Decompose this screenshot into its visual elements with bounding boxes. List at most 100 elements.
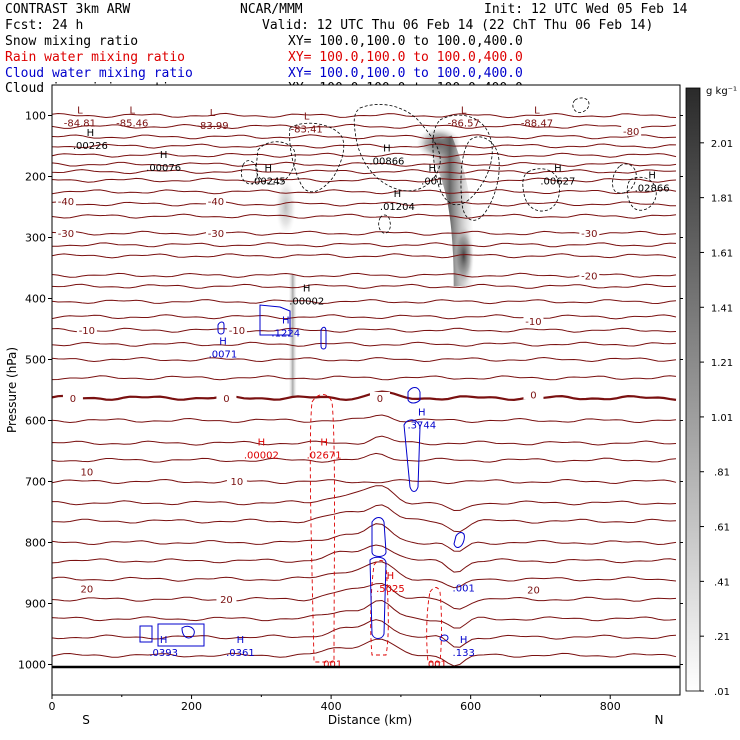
colorbar-tick-label: .61 [714,523,730,534]
isotherm-label-bg [216,391,237,403]
isotherm-label-bg [76,324,97,336]
isotherm-line [52,327,677,333]
colorbar-ramp [685,87,701,692]
rain-max-value: .001 [320,660,342,671]
min-temp-value: -85.46 [116,118,148,129]
valid-time: Valid: 12 UTC Thu 06 Feb 14 (22 ChT Thu … [262,18,653,33]
field-xy-cloud-water: XY= 100.0,100.0 to 100.0,400.0 [288,66,523,81]
isotherm-line [52,253,677,259]
cw-contour [407,387,421,404]
plot-background [52,85,680,695]
cloud-ice-max-marker: H [554,163,562,174]
x-axis-ticks: 0 200 400 600 800 [49,695,621,713]
isotherm-label: 10 [81,468,94,479]
isotherm-label-bg [579,227,600,239]
x-tick-label: 800 [600,700,621,713]
ice-contour [353,104,441,192]
cloud-water-max-value: .3744 [408,420,437,431]
rain-max-marker: H [258,437,266,448]
north-label: N [655,713,664,727]
isotherm-line [52,201,677,207]
isotherm-label-bg [523,583,544,595]
min-temp-value: -83.41 [291,125,323,136]
isotherm-label: -10 [525,317,541,328]
isotherm-label-bg [226,324,247,336]
isotherm-label-bg [523,315,544,327]
colorbar-tick-label: 1.81 [711,194,733,205]
x-tick-label: 0 [49,700,56,713]
isotherm-line [52,390,677,402]
cloud-ice-max-value: .00076 [146,163,181,174]
isotherm-line [52,283,677,289]
isotherm-label-bg [55,227,76,239]
cloud-water-contours [139,304,465,647]
colorbar-tick-label: .41 [714,577,730,588]
y-tick-label: 600 [25,415,46,428]
min-temp-marker: L [210,108,216,119]
isotherm-line [52,143,677,149]
isotherm-label-bg [369,391,390,403]
rain-contour [426,587,442,663]
forecast-hour: Fcst: 24 h [5,18,83,33]
isotherm-label: -40 [208,197,224,208]
isotherm-line [52,134,677,140]
x-tick-label: 200 [181,700,202,713]
isotherm-label: -20 [581,271,597,282]
x-axis-label: Distance (km) [328,713,412,727]
isotherm-label: 20 [81,584,94,595]
colorbar-tick-label: 1.21 [711,358,733,369]
field-label-rain: Rain water mixing ratio [5,50,185,65]
cloud-water-max-marker: H [160,635,168,646]
cloud-ice-max-marker: H [160,150,168,161]
isotherm-line [52,299,677,305]
isotherm-line [52,619,677,648]
org-title: NCAR/MMM [240,2,303,17]
min-temp-marker: L [534,105,540,116]
isotherm-line [52,189,677,195]
field-xy-snow: XY= 100.0,100.0 to 100.0,400.0 [288,34,523,49]
header: CONTRAST 3km ARW NCAR/MMM Init: 12 UTC W… [5,2,688,96]
min-temp-value: -88.47 [521,118,553,129]
isotherm-line [52,485,677,512]
rain-contour [370,560,389,656]
y-tick-label: 400 [25,293,46,306]
isotherm-line [52,414,677,424]
y-tick-label: 500 [25,354,46,367]
cw-contour [217,321,225,335]
y-tick-label: 100 [25,110,46,123]
isotherm-line [52,242,677,248]
isotherm-line [52,272,677,278]
y-tick-label: 200 [25,171,46,184]
colorbar-ticks: .01 .21 .41 .61 .81 1.01 1.21 1.41 1.61 1.81 2.01 [700,139,733,698]
isotherm-line [52,177,677,183]
isotherm-line [52,504,677,533]
isotherm-line [52,123,677,130]
isotherm-line [52,582,677,610]
field-xy-rain: XY= 100.0,100.0 to 100.0,400.0 [288,50,523,65]
rain-max-marker: H [320,437,328,448]
rain-max-marker: H [387,571,395,582]
isotherm-line [52,478,677,485]
isotherm-label: -30 [58,229,74,240]
x-tick-label: 600 [460,700,481,713]
x-tick-label: 400 [321,700,342,713]
cw-contour [139,625,153,643]
snow-shading-thin-column [288,274,297,397]
field-label-cloud-water: Cloud water mixing ratio [5,66,193,81]
isotherm-line [52,169,677,175]
rain-max-value: .001 [425,660,447,671]
model-title: CONTRAST 3km ARW [5,2,130,17]
ice-contour [378,214,391,234]
isotherm-line [52,561,677,589]
cw-contour [181,625,195,639]
min-temp-value: -86.57 [448,118,480,129]
y-tick-label: 800 [25,537,46,550]
ice-contour [612,163,637,194]
isotherm-line [52,375,677,381]
isotherm-label-bg [226,474,247,486]
min-temp-marker: L [129,105,135,116]
plot-content: L -84.81 L -85.46 L -83.99 L -83.41 L -86.57 L -88.… [52,97,677,671]
isotherm-label: -10 [79,326,95,337]
cloud-ice-max-marker: H [394,189,402,200]
